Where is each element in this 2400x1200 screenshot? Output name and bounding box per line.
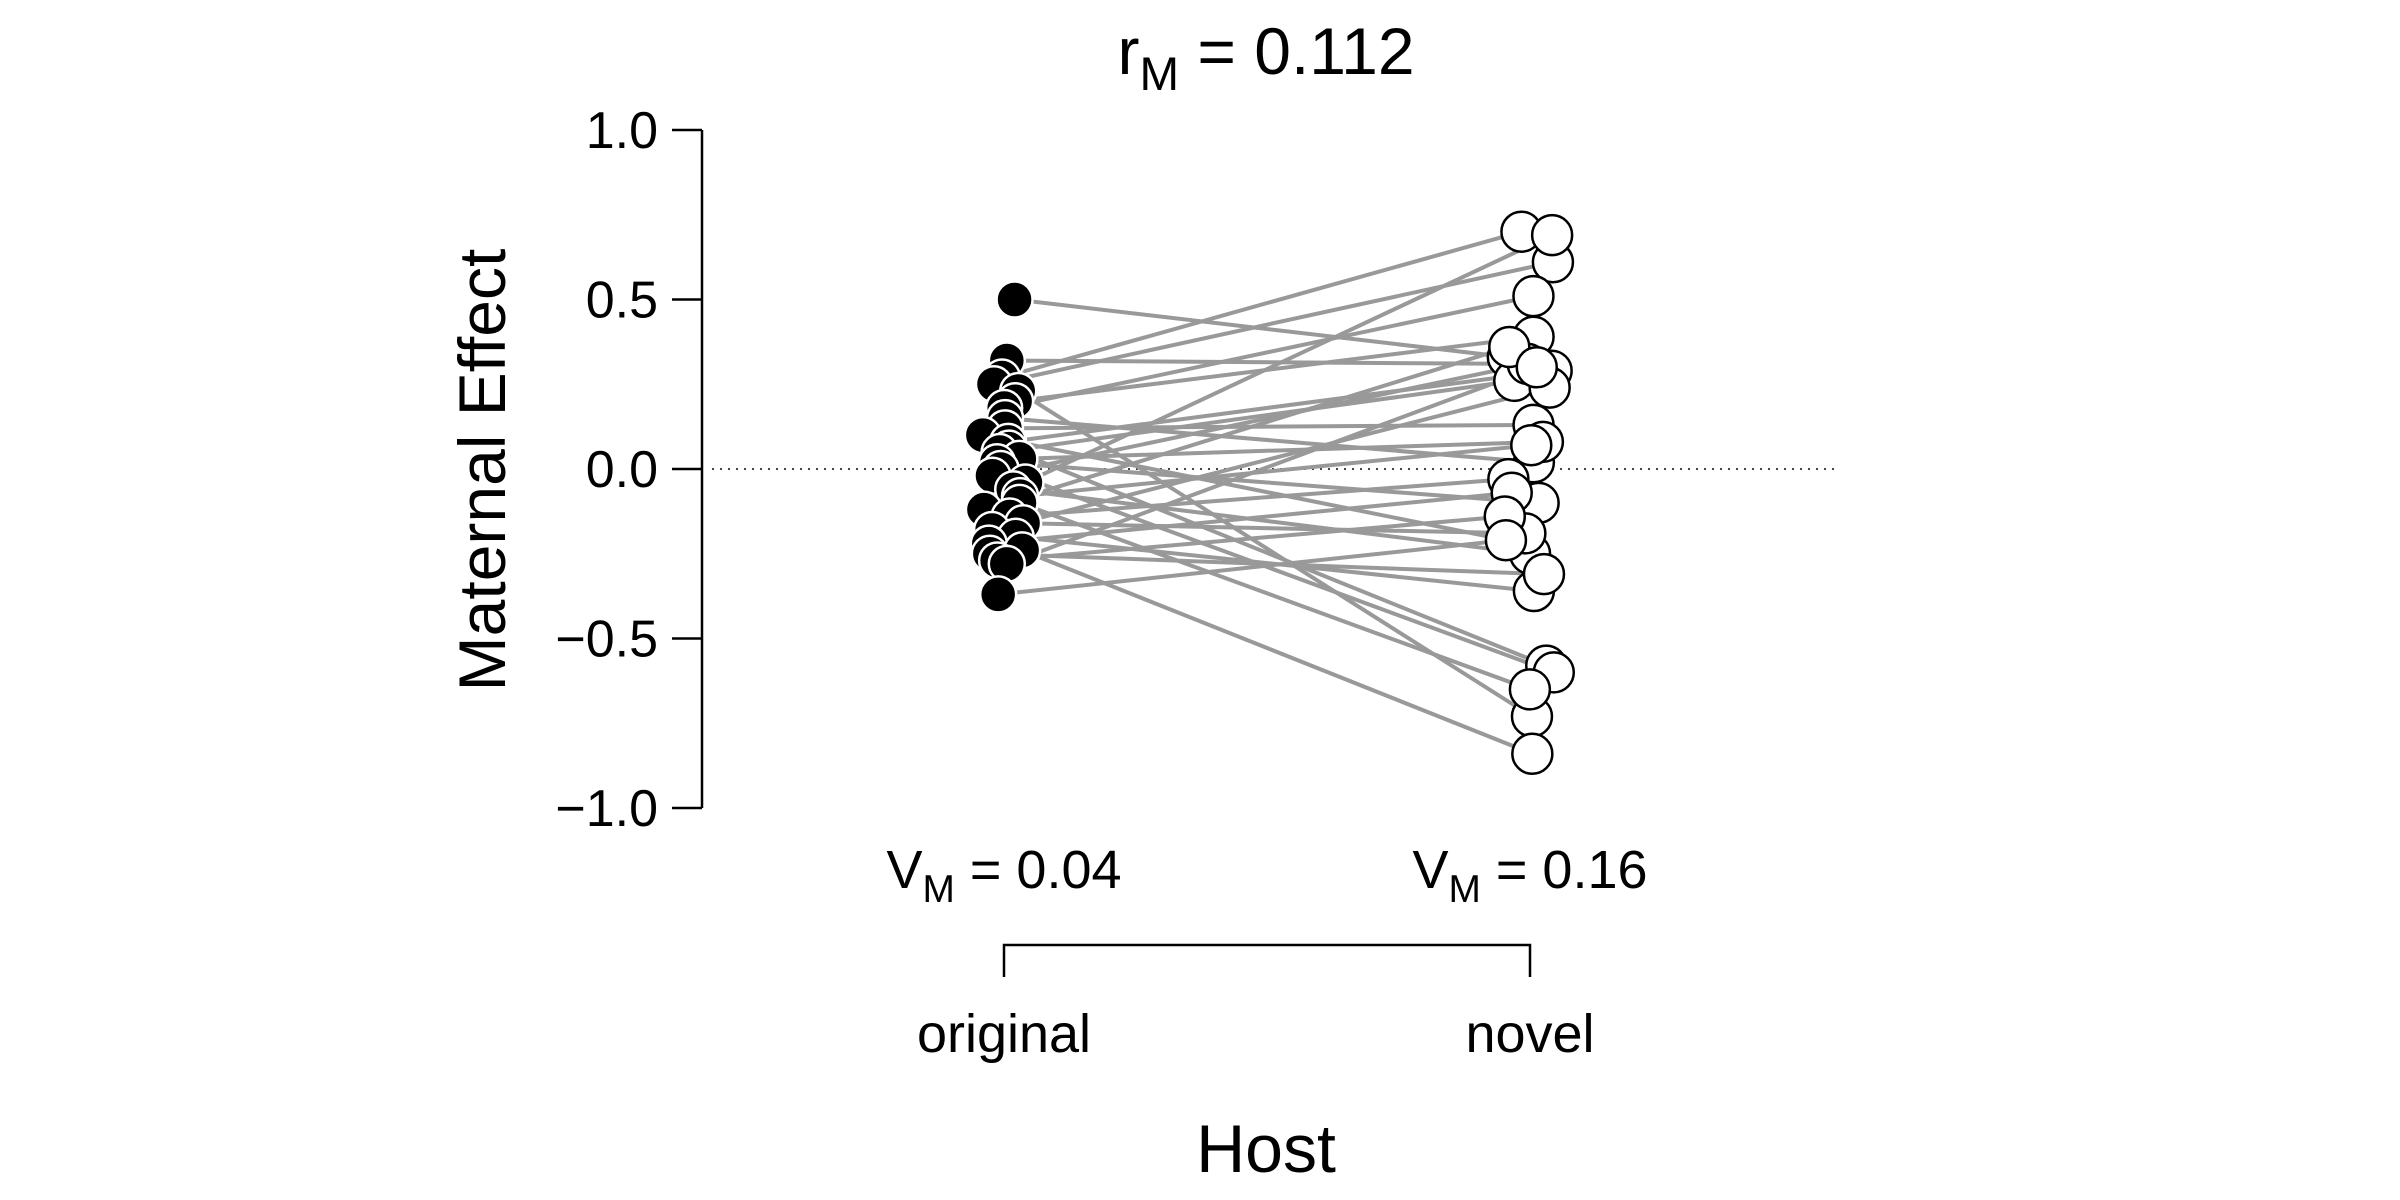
original-point bbox=[995, 280, 1034, 319]
connector-line bbox=[996, 460, 1539, 505]
novel-point bbox=[1484, 518, 1528, 562]
y-tick-label: −0.5 bbox=[555, 611, 658, 669]
novel-point bbox=[1511, 732, 1554, 776]
connector-line bbox=[988, 490, 1512, 546]
x-tick-label-novel: novel bbox=[1465, 1004, 1594, 1064]
y-tick-label: 0.0 bbox=[586, 441, 658, 499]
connector-line bbox=[996, 514, 1505, 563]
connector-line bbox=[1019, 439, 1543, 461]
novel-point bbox=[1508, 668, 1552, 711]
original-points bbox=[963, 280, 1045, 614]
x-axis-label: Host bbox=[1196, 1111, 1336, 1187]
connector-line bbox=[982, 433, 1525, 546]
connector-line bbox=[999, 378, 1515, 455]
connector-line bbox=[1008, 446, 1547, 668]
connector-line bbox=[1012, 487, 1531, 556]
connector-line bbox=[991, 385, 1551, 532]
y-tick-label: 1.0 bbox=[586, 102, 658, 160]
connector-lines bbox=[982, 229, 1555, 756]
connector-line bbox=[1001, 229, 1522, 380]
connector-line bbox=[993, 260, 1554, 387]
connector-line bbox=[1003, 294, 1534, 410]
connector-line bbox=[1014, 297, 1509, 360]
novel-point bbox=[1510, 424, 1553, 467]
connector-line bbox=[1004, 422, 1534, 431]
x-axis bbox=[1002, 943, 1532, 977]
connector-line bbox=[1014, 334, 1534, 404]
connector-line bbox=[997, 538, 1507, 597]
y-tick-label: 0.5 bbox=[586, 272, 658, 330]
connector-line bbox=[1006, 365, 1538, 566]
connector-line bbox=[983, 345, 1510, 512]
connector-line bbox=[1024, 233, 1553, 485]
chart-title: rM = 0.112 bbox=[1117, 14, 1414, 101]
connector-line bbox=[1019, 443, 1532, 499]
y-tick-label: −1.0 bbox=[555, 780, 658, 838]
connector-line bbox=[1007, 368, 1552, 444]
y-axis: 1.0 0.5 0.0 −0.5 −1.0 bbox=[555, 102, 704, 838]
novel-point bbox=[1512, 274, 1555, 318]
novel-point bbox=[1530, 213, 1574, 257]
y-axis-label: Maternal Effect bbox=[445, 249, 519, 692]
x-tick-label-original: original bbox=[917, 1004, 1091, 1064]
variance-label-novel: VM = 0.16 bbox=[1412, 840, 1647, 911]
novel-points bbox=[1483, 210, 1576, 776]
connector-line bbox=[1009, 477, 1509, 519]
novel-point bbox=[1522, 552, 1566, 596]
novel-point bbox=[1515, 346, 1559, 389]
variance-label-original: VM = 0.04 bbox=[886, 840, 1121, 911]
original-point bbox=[978, 575, 1018, 614]
